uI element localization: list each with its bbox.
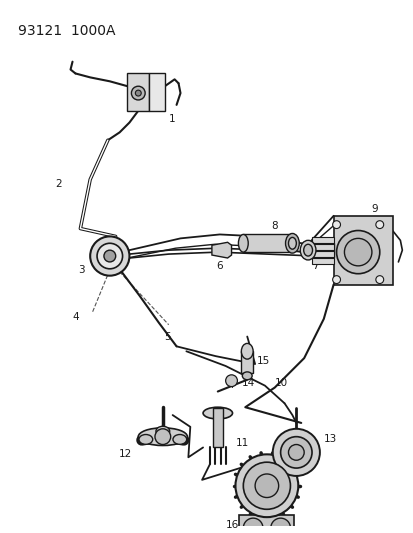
Circle shape (270, 518, 290, 533)
Bar (311, 258, 333, 264)
Circle shape (97, 243, 122, 269)
Bar (311, 244, 333, 250)
Bar (212, 408, 222, 448)
Circle shape (154, 429, 170, 445)
Circle shape (280, 437, 311, 468)
Circle shape (90, 237, 129, 276)
Bar (243, 235, 292, 252)
Ellipse shape (285, 233, 299, 253)
Circle shape (344, 238, 371, 266)
Polygon shape (211, 243, 231, 258)
Ellipse shape (139, 434, 152, 445)
Circle shape (336, 230, 379, 274)
Ellipse shape (156, 426, 169, 436)
Ellipse shape (299, 240, 315, 260)
Text: 1: 1 (169, 114, 175, 124)
Ellipse shape (303, 244, 312, 256)
Text: 4: 4 (72, 312, 79, 322)
Text: 8: 8 (270, 221, 277, 231)
Circle shape (254, 474, 278, 497)
Text: 93121  1000A: 93121 1000A (17, 25, 115, 38)
Circle shape (332, 276, 339, 284)
Bar (239, 515, 294, 533)
Bar (311, 237, 333, 243)
Ellipse shape (238, 235, 248, 252)
Text: 11: 11 (235, 438, 248, 448)
Ellipse shape (242, 372, 252, 379)
Circle shape (375, 276, 383, 284)
Circle shape (332, 221, 339, 229)
Text: 13: 13 (323, 434, 336, 443)
Circle shape (288, 445, 304, 460)
Text: 6: 6 (215, 261, 222, 271)
Text: 15: 15 (256, 356, 270, 366)
Text: 2: 2 (55, 180, 61, 189)
Circle shape (375, 221, 383, 229)
Bar (149, 74, 164, 111)
Circle shape (243, 518, 262, 533)
Text: 5: 5 (164, 332, 170, 342)
Bar (315, 243, 333, 257)
Circle shape (272, 429, 319, 476)
Bar (127, 74, 149, 111)
Bar (311, 251, 333, 257)
Circle shape (235, 454, 298, 517)
Circle shape (135, 90, 141, 96)
Ellipse shape (138, 428, 187, 446)
Circle shape (225, 375, 237, 386)
Text: 10: 10 (274, 378, 287, 387)
Circle shape (131, 86, 145, 100)
Bar (241, 351, 252, 373)
Text: 9: 9 (370, 204, 377, 214)
Ellipse shape (203, 407, 232, 419)
Ellipse shape (173, 434, 186, 445)
Text: 12: 12 (119, 449, 132, 459)
Text: 7: 7 (311, 261, 318, 271)
Text: 16: 16 (225, 520, 238, 530)
Text: 14: 14 (241, 378, 254, 387)
Ellipse shape (241, 343, 252, 359)
Circle shape (104, 250, 115, 262)
Ellipse shape (288, 237, 296, 249)
Bar (333, 216, 392, 285)
Circle shape (243, 462, 290, 510)
Text: 3: 3 (78, 265, 85, 275)
